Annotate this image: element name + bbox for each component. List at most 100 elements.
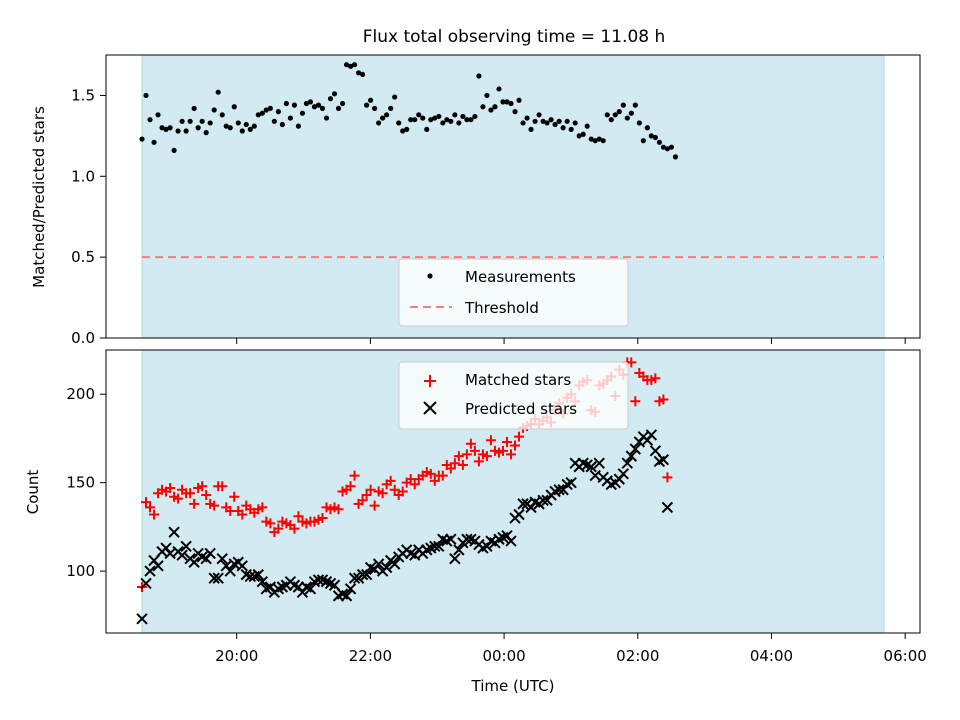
matched-star-point <box>389 484 400 495</box>
predicted-star-points <box>136 429 674 625</box>
predicted-star-point <box>152 560 164 572</box>
measurement-point <box>139 136 145 142</box>
matched-star-point <box>333 504 344 515</box>
top-y-tick-label: 1.5 <box>71 86 95 104</box>
measurement-point <box>323 115 330 121</box>
measurement-point <box>548 117 554 123</box>
predicted-star-point <box>445 533 457 545</box>
measurement-point <box>544 120 550 126</box>
measurement-point <box>364 102 370 108</box>
x-tick-label: 02:00 <box>616 647 659 665</box>
bottom-legend: Matched stars Predicted stars <box>398 361 629 430</box>
matched-star-point <box>485 435 496 446</box>
predicted-star-point <box>236 560 248 572</box>
measurement-point <box>147 117 153 123</box>
predicted-star-point <box>505 535 517 547</box>
matched-star-point <box>265 518 276 529</box>
predicted-star-point <box>168 526 180 538</box>
measurement-point <box>448 118 454 124</box>
top-legend: Measurements Threshold <box>398 258 629 327</box>
matched-star-point <box>377 488 388 499</box>
predicted-star-point <box>380 561 393 574</box>
predicted-star-point <box>661 501 674 514</box>
measurement-point <box>568 126 574 132</box>
measurement-point <box>279 121 285 128</box>
bottom-y-axis-label: Count <box>24 470 42 515</box>
measurement-point <box>271 118 277 124</box>
measurement-point <box>444 117 450 123</box>
measurement-point <box>668 144 675 150</box>
matched-star-point <box>229 491 240 502</box>
measurement-point <box>347 63 354 69</box>
measurement-point <box>416 112 422 118</box>
measurement-point <box>464 117 470 123</box>
top-y-tick-label: 0.0 <box>71 329 95 347</box>
measurement-point <box>392 94 398 100</box>
matched-star-point <box>473 456 484 467</box>
measurement-point <box>484 92 490 99</box>
measurement-point <box>592 138 598 144</box>
measurement-point <box>432 115 438 121</box>
matched-star-point <box>145 502 156 513</box>
measurement-point <box>179 118 185 124</box>
measurement-point <box>428 117 434 123</box>
measurement-point <box>295 123 302 129</box>
measurement-point <box>520 120 526 126</box>
matched-star-point <box>425 468 436 479</box>
matched-star-point <box>514 431 525 442</box>
measurement-point <box>163 126 169 132</box>
measurement-point <box>291 102 298 108</box>
measurement-point <box>376 120 382 126</box>
predicted-star-point <box>188 556 200 568</box>
measurement-point <box>664 146 671 152</box>
measurement-point <box>572 120 578 126</box>
measurement-point <box>319 105 326 111</box>
measurement-point <box>672 154 679 160</box>
measurement-point <box>400 128 406 134</box>
measurement-point <box>532 118 538 124</box>
bottom-legend-box <box>398 361 629 430</box>
top-y-tick-label: 1.0 <box>71 167 95 185</box>
predicted-star-point <box>348 572 361 584</box>
bottom-y-tick-label: 100 <box>66 562 95 580</box>
measurement-point <box>516 97 522 103</box>
predicted-star-point <box>252 568 265 581</box>
matched-star-point <box>445 463 456 474</box>
matched-star-point <box>149 509 160 520</box>
measurement-point <box>528 126 534 132</box>
measurement-point <box>408 117 414 123</box>
measurement-point <box>624 115 630 121</box>
measurement-point <box>247 126 253 132</box>
matched-star-point <box>317 513 328 524</box>
predicted-star-point <box>208 572 220 584</box>
matched-star-point <box>361 490 372 501</box>
measurement-point <box>564 118 570 124</box>
measurement-point <box>424 126 430 132</box>
matched-star-point <box>501 436 512 447</box>
measurement-point <box>488 107 494 113</box>
predicted-star-point <box>585 461 597 473</box>
predicted-star-point <box>553 484 565 496</box>
measurement-point <box>480 104 486 110</box>
measurement-point <box>644 125 650 131</box>
matched-star-point <box>165 482 176 493</box>
legend-matched-marker <box>424 375 436 387</box>
measurement-point <box>504 99 510 105</box>
measurement-point <box>167 125 173 131</box>
legend-predicted-label: Predicted stars <box>465 400 577 418</box>
predicted-star-point <box>136 613 148 625</box>
matched-star-point <box>201 490 212 501</box>
measurement-point <box>227 125 233 131</box>
bottom-x-ticks: 20:00 22:00 00:00 02:00 04:00 06:00 <box>215 633 927 665</box>
matched-star-point <box>349 470 360 481</box>
predicted-star-point <box>625 450 638 462</box>
measurement-point <box>456 120 462 126</box>
measurement-point <box>143 92 149 99</box>
measurement-point <box>315 102 322 108</box>
matched-star-point <box>173 493 184 504</box>
x-tick-label: 06:00 <box>884 647 927 665</box>
matched-star-point <box>345 481 356 492</box>
x-axis-label: Time (UTC) <box>471 677 555 695</box>
measurement-point <box>384 112 390 118</box>
measurement-point <box>372 105 378 111</box>
